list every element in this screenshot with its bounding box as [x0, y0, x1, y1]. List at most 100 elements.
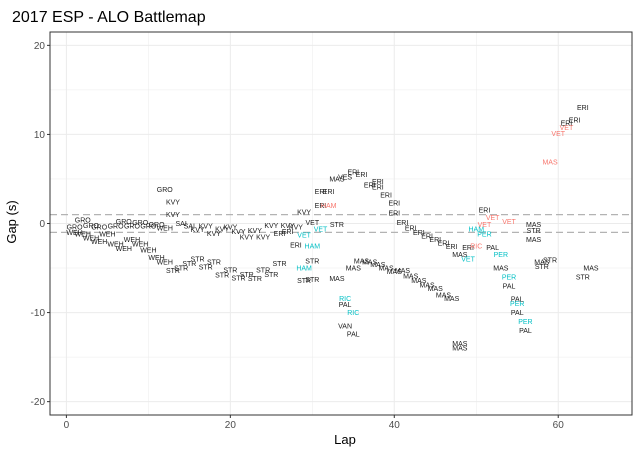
point-label: ERI — [315, 189, 327, 196]
point-label: PER — [518, 319, 532, 326]
y-tick-label: -20 — [31, 397, 46, 408]
point-label: PAL — [519, 328, 532, 335]
point-label: RIC — [339, 296, 351, 303]
point-label: MAS — [583, 266, 599, 273]
point-label: GRO — [75, 217, 92, 224]
point-label: KVY — [264, 223, 278, 230]
point-label: VET — [314, 226, 328, 233]
point-label: PAL — [486, 245, 499, 252]
point-label: STR — [297, 278, 311, 285]
point-label: MAS — [436, 292, 452, 299]
point-label: VET — [551, 131, 565, 138]
point-label: WEH — [157, 259, 173, 266]
point-label: PER — [502, 274, 516, 281]
point-label: VET — [305, 220, 319, 227]
point-label: GRO — [140, 224, 157, 231]
point-label: KVY — [166, 200, 180, 207]
point-label: MAS — [452, 341, 468, 348]
point-label: ERI — [446, 244, 458, 251]
point-label: KVY — [199, 224, 213, 231]
point-label: VET — [297, 233, 311, 240]
point-label: KVY — [223, 225, 237, 232]
point-label: MAS — [526, 222, 542, 229]
point-label: STR — [527, 228, 541, 235]
point-label: MAS — [378, 266, 394, 273]
point-label: KVY — [248, 228, 262, 235]
point-label: GRO — [149, 222, 166, 229]
point-label: MAS — [411, 278, 427, 285]
point-label: PAL — [339, 302, 352, 309]
point-label: STR — [207, 259, 221, 266]
point-label: ERI — [577, 105, 589, 112]
point-label: VET — [502, 219, 516, 226]
y-tick-label: 0 — [39, 219, 45, 230]
point-label: WEH — [66, 230, 82, 237]
point-label: STR — [576, 274, 590, 281]
point-label: STR — [273, 261, 287, 268]
point-label: KVY — [240, 234, 254, 241]
point-label: PER — [510, 301, 524, 308]
point-label: ERI — [315, 203, 327, 210]
point-label: ERI — [421, 233, 433, 240]
point-label: PAL — [511, 297, 524, 304]
point-label: WEH — [132, 241, 148, 248]
point-label: VET — [461, 257, 475, 264]
point-label: ERI — [356, 172, 368, 179]
point-label: MAS — [452, 252, 468, 259]
point-label: MAS — [354, 258, 370, 265]
point-label: HAM — [468, 226, 484, 233]
point-label: GRO — [91, 225, 108, 232]
point-label: ERI — [347, 169, 359, 176]
point-label: STR — [330, 222, 344, 229]
point-label: PAL — [503, 283, 516, 290]
x-axis-ticks: 0 20 40 60 — [64, 415, 565, 431]
point-label: HAM — [296, 266, 312, 273]
point-label: MAS — [395, 268, 411, 275]
point-label: STR — [256, 267, 270, 274]
point-label: VES — [338, 175, 352, 182]
point-label: WEH — [140, 248, 156, 255]
point-label: WEH — [157, 225, 173, 232]
point-label: ERI — [274, 231, 286, 238]
grid-lines — [50, 32, 632, 415]
x-tick-label: 60 — [553, 420, 565, 431]
point-label: GRO — [124, 224, 141, 231]
y-axis-title: Gap (s) — [4, 200, 19, 243]
point-label: ERI — [290, 242, 302, 249]
x-axis-title: Lap — [334, 432, 356, 447]
point-label: PER — [477, 232, 491, 239]
point-label: HAM — [305, 243, 321, 250]
x-tick-label: 40 — [389, 420, 401, 431]
point-label: ERI — [397, 220, 409, 227]
y-tick-label: -10 — [31, 308, 46, 319]
point-label: ERI — [438, 241, 450, 248]
point-label: KVY — [256, 234, 270, 241]
point-label: RIC — [347, 310, 359, 317]
point-label: MAS — [534, 259, 550, 266]
point-label: STR — [305, 277, 319, 284]
point-label: GRO — [116, 219, 133, 226]
point-label: MAS — [493, 266, 509, 273]
point-label: VET — [478, 222, 492, 229]
point-label: ERI — [364, 183, 376, 190]
point-label: STR — [223, 267, 237, 274]
point-label: PAL — [347, 331, 360, 338]
y-axis-ticks: -20 -10 0 10 20 — [31, 41, 50, 408]
point-label: STR — [535, 264, 549, 271]
point-label: ERI — [323, 189, 335, 196]
point-label: KVY — [215, 226, 229, 233]
point-label: STR — [215, 273, 229, 280]
x-tick-label: 20 — [225, 420, 237, 431]
data-points: GROWEHGROWEHWEHGROWEHGROWEHGROWEHGROWEHG… — [66, 105, 599, 352]
point-label: MAS — [346, 266, 362, 273]
chart-title: 2017 ESP - ALO Battlemap — [12, 9, 206, 26]
point-label: WEH — [99, 232, 115, 239]
point-label: MAS — [452, 346, 468, 353]
point-label: KVY — [297, 209, 311, 216]
point-label: WEH — [107, 241, 123, 248]
point-label: KVY — [191, 227, 205, 234]
point-label: STR — [305, 258, 319, 265]
point-label: STR — [232, 275, 246, 282]
point-label: ERI — [569, 118, 581, 125]
point-label: STR — [240, 272, 254, 279]
